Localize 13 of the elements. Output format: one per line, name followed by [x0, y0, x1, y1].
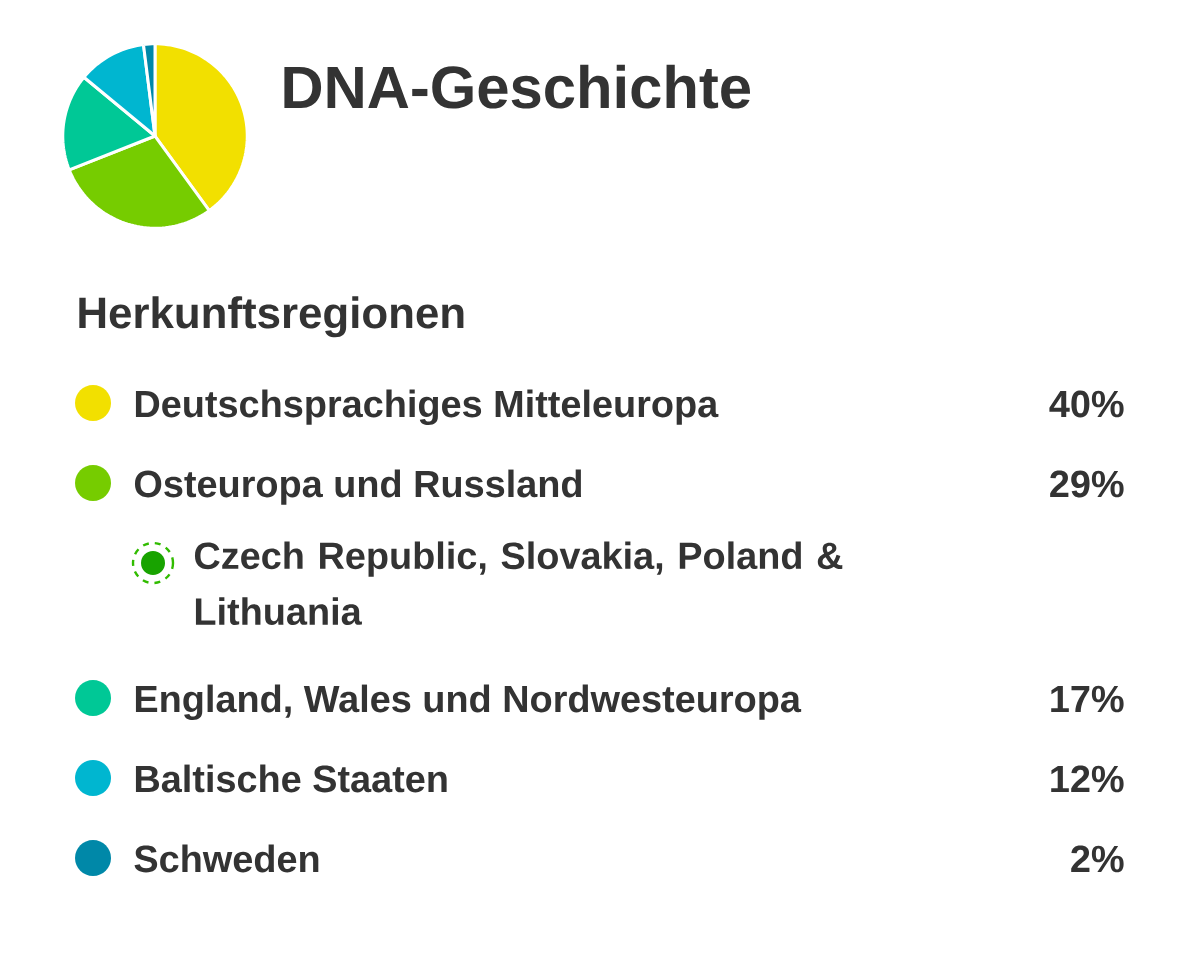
text: Czech Republic, Slovakia, Poland & Lithuania [194, 541, 843, 626]
legend-title: Herkunftsregionen [79, 296, 464, 338]
legend-label: Schweden [134, 844, 319, 873]
data-label: 2% [1071, 845, 1124, 873]
legend-label: Baltische Staaten [135, 764, 447, 793]
data-label: 40% [1049, 390, 1124, 418]
data-label: 12% [1051, 765, 1124, 793]
legend-label: Osteuropa und Russland [134, 469, 582, 505]
legend-label: Deutschsprachiges Mitteleuropa [135, 389, 719, 426]
chart-title: DNA-Geschichte [284, 64, 751, 109]
data-label: 29% [1050, 470, 1124, 498]
legend-label: England, Wales und Nordwesteuropa [135, 684, 802, 721]
data-label: 17% [1051, 685, 1124, 713]
